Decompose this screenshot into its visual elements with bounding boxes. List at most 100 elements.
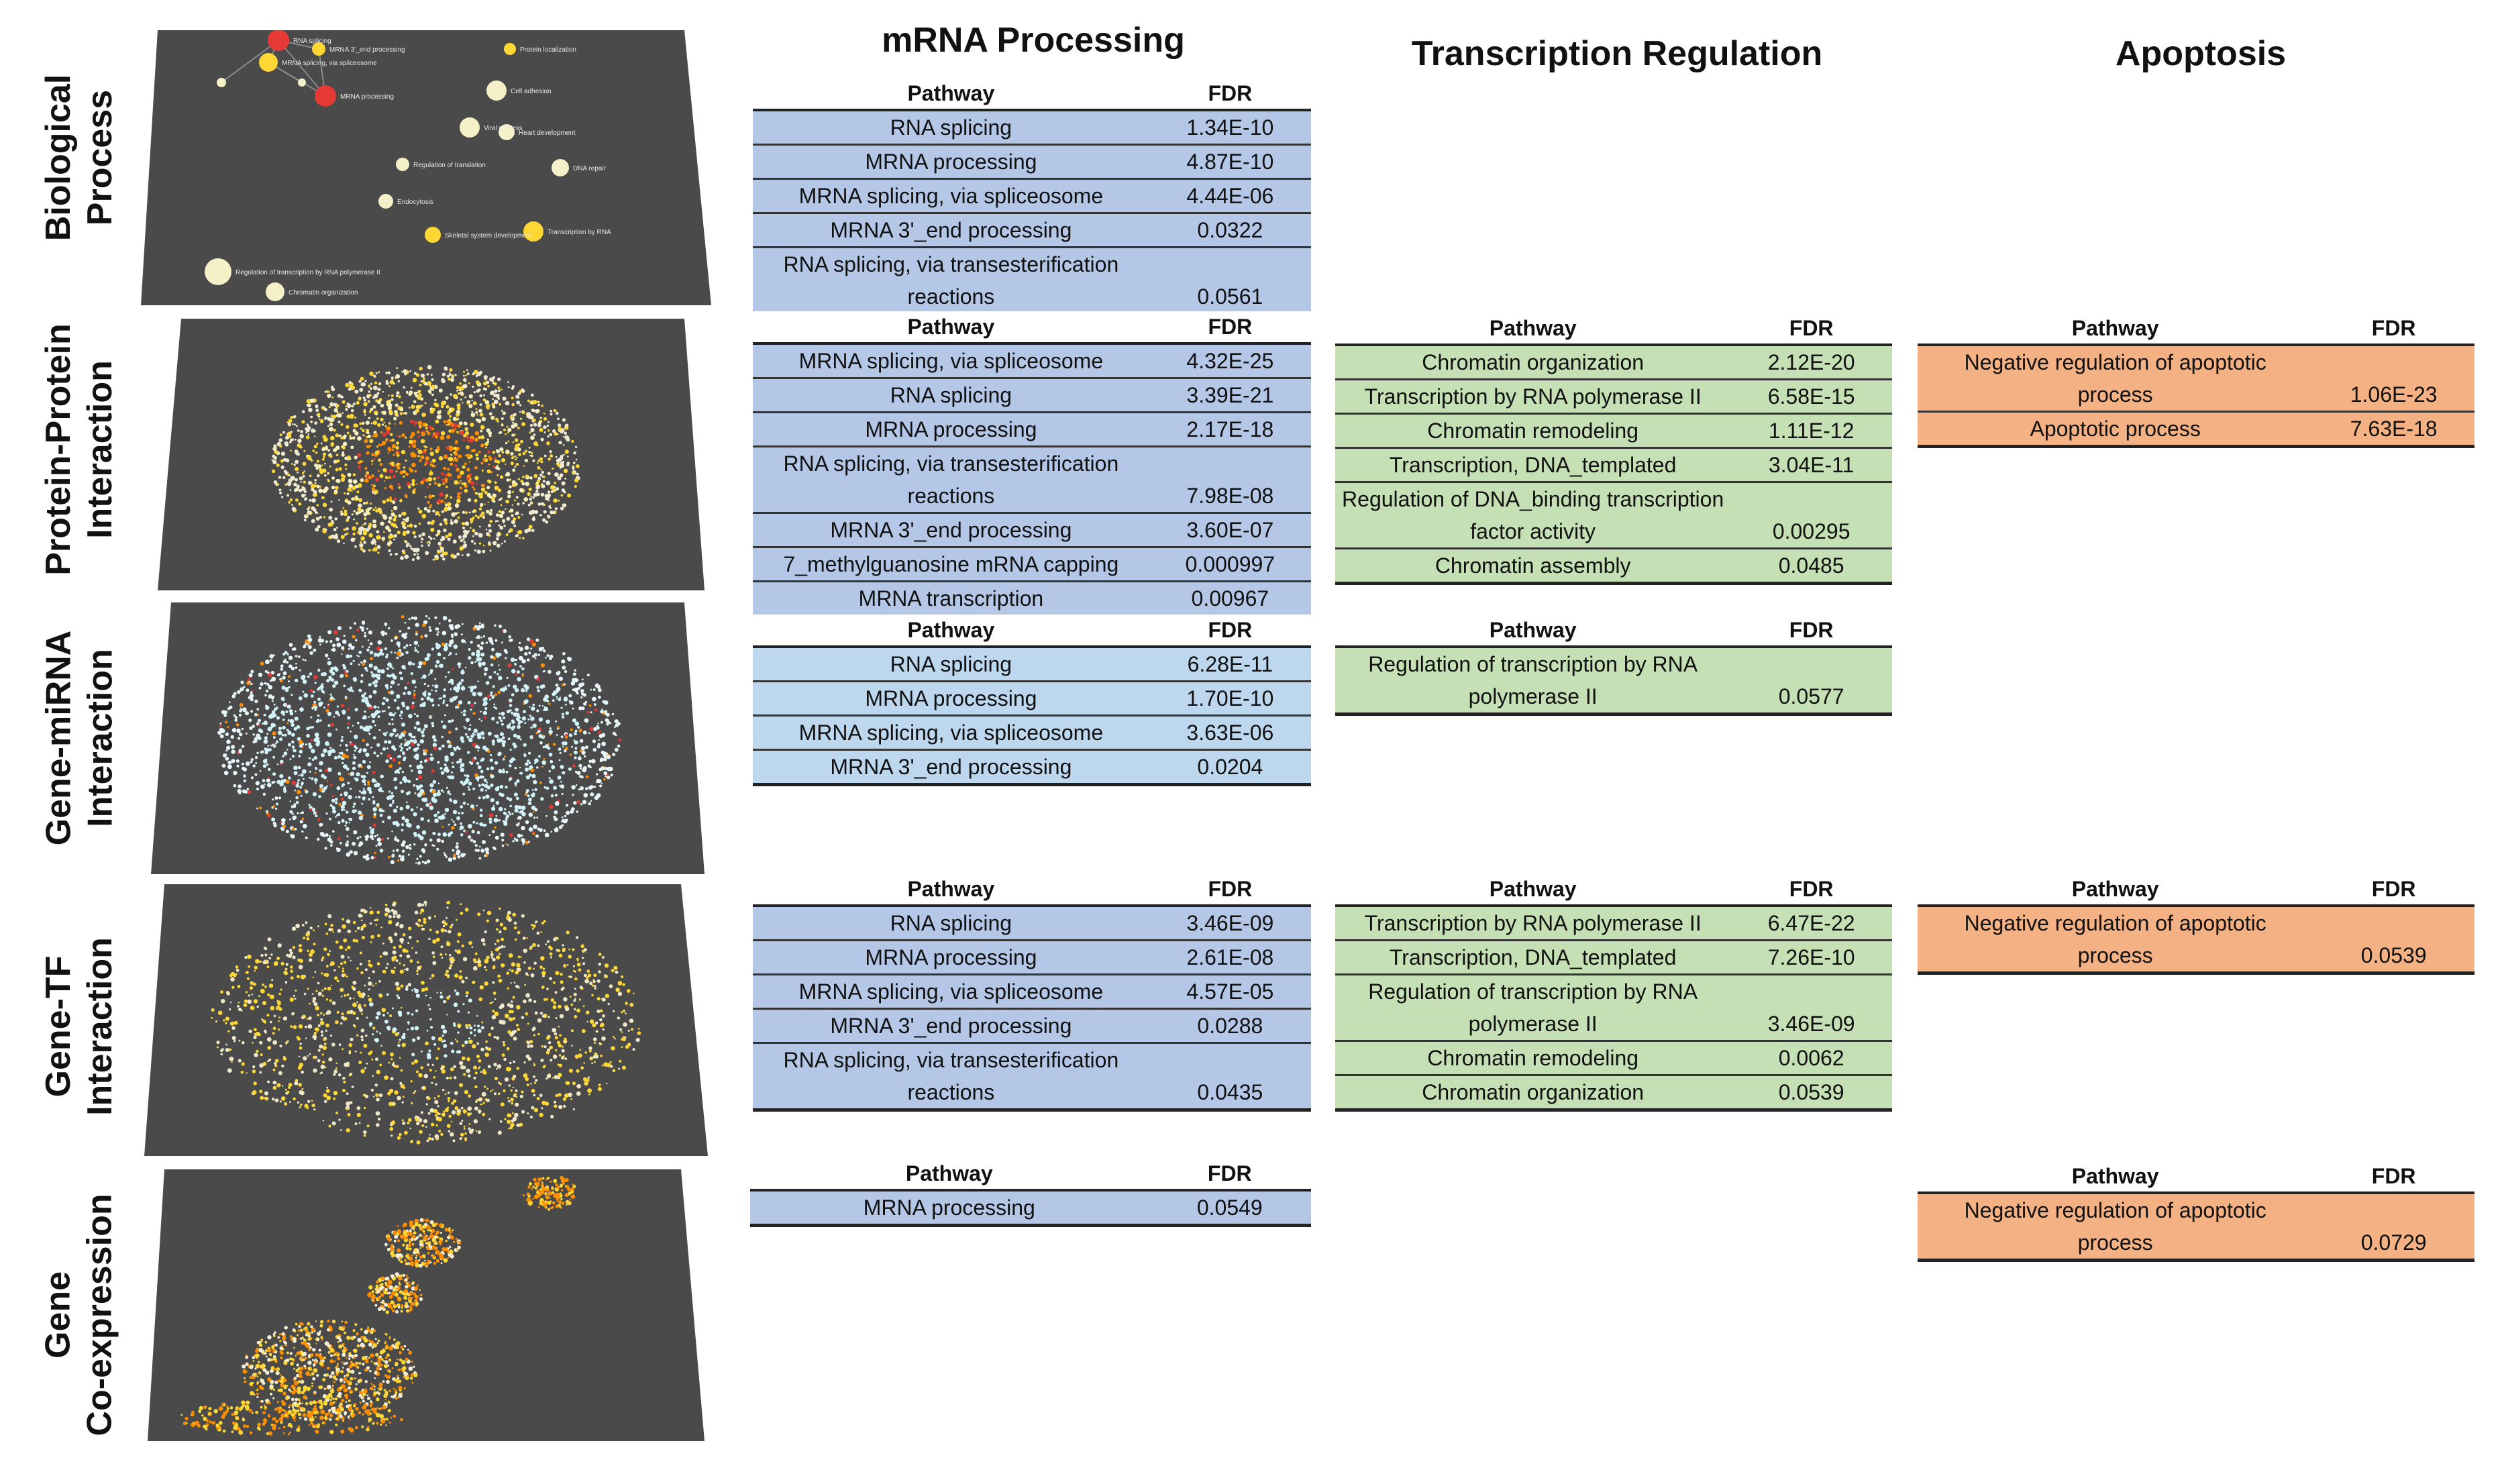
network-node [484,784,488,788]
network-node [453,644,458,649]
network-node [280,710,285,715]
network-node [429,756,434,761]
network-node [492,717,495,720]
network-node [271,817,276,822]
network-node [329,669,333,674]
network-node [408,618,411,621]
network-node [327,732,332,737]
network-node [495,652,500,657]
network-node [417,449,423,454]
network-node [405,985,409,988]
network-node [395,823,400,827]
network-node [548,458,551,461]
network-node [565,735,568,739]
network-node [480,720,483,722]
network-node [392,820,397,826]
network-node [486,955,490,959]
network-node [499,1005,503,1010]
network-node [429,483,431,486]
network-node [374,492,376,495]
network-node [558,1105,563,1110]
network-node [380,926,382,929]
network-node [272,713,277,718]
network-node [362,421,365,425]
network-node [451,719,454,723]
network-node [540,797,544,801]
network-node [436,847,439,851]
network-node [420,480,425,485]
network-node [382,820,384,823]
network-node [300,480,302,483]
network-node [591,994,594,997]
network-node [376,910,380,914]
network-node [308,506,311,509]
network-node [517,502,520,506]
network-node [319,418,321,421]
network-node [388,394,390,396]
network-node [536,686,539,689]
network-node [273,654,276,656]
network-node [582,767,586,773]
network-node [511,386,514,390]
network-node [349,436,353,440]
network-node [469,527,472,529]
network-node [494,835,499,840]
network-node [372,823,376,827]
network-node [294,488,298,492]
network-node [398,514,402,518]
network-node [537,689,540,692]
network-node [476,1055,480,1059]
network-node [561,659,566,664]
network-node [376,646,381,651]
network-node [366,1124,370,1128]
network-node [348,1043,353,1047]
network-node [377,715,380,719]
network-node [490,655,494,659]
network-node [444,551,448,555]
network-node [492,685,495,688]
network-node [529,454,532,457]
network-node [470,804,475,809]
network-node [601,1036,606,1041]
network-node [242,1041,245,1045]
network-node [326,679,330,683]
network-node [346,1128,350,1132]
network-node [444,853,447,857]
network-node [316,442,319,445]
network-node [362,531,368,535]
network-node [409,739,413,743]
network-node [280,827,285,831]
network-node [495,537,499,541]
network-node [604,974,606,977]
network-node [529,714,532,717]
network-node [236,759,240,763]
network-node [442,694,446,698]
network-node [516,735,521,739]
network-node [422,674,427,679]
network-node [329,835,331,837]
network-node [386,426,390,431]
network-node [511,456,515,460]
network-node [554,472,559,477]
network-node [392,757,396,762]
network-node [564,431,567,435]
network-node [371,714,376,719]
network-node [326,704,330,708]
network-node [297,737,301,741]
network-node [599,784,603,788]
network-node [464,853,466,856]
network-node [205,258,231,285]
network-node [390,394,394,397]
network-node [548,490,551,494]
network-node [446,643,448,645]
network-node [252,1069,256,1073]
network-node [360,541,362,543]
network-node [393,515,397,519]
network-node [501,409,503,412]
network-node [424,843,427,847]
network-node [343,684,346,688]
network-node [280,465,284,470]
network-node [489,519,492,523]
network-node [427,1112,431,1115]
network-node [464,454,467,457]
